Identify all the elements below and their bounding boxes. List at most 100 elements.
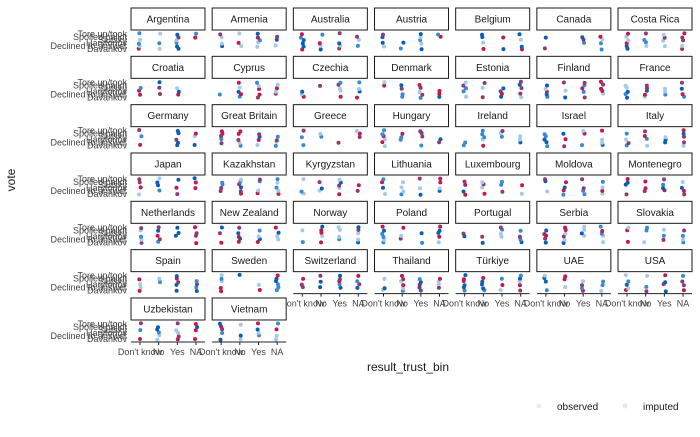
y-tick-label: Spoiled ballot — [73, 177, 128, 187]
data-point — [318, 83, 322, 88]
data-point — [276, 321, 280, 326]
data-point — [193, 328, 198, 333]
y-tick-label: Harytonov — [86, 38, 128, 48]
data-point — [438, 176, 443, 181]
data-point — [276, 285, 281, 290]
data-point — [219, 41, 224, 46]
data-point — [418, 95, 423, 100]
data-point — [298, 35, 303, 40]
data-point — [682, 31, 687, 36]
facet-label: Montenegro — [628, 159, 682, 170]
facet-points — [137, 274, 199, 293]
y-axis-title: vote — [4, 168, 18, 191]
data-point — [318, 279, 323, 284]
y-tick-label: Spoiled ballot — [73, 322, 128, 332]
y-tick-label: Davankov — [87, 334, 128, 344]
data-point — [237, 31, 242, 36]
data-point — [563, 95, 568, 100]
data-point — [601, 279, 606, 284]
data-point — [437, 140, 442, 145]
facet-strip — [292, 152, 368, 176]
data-point — [382, 44, 386, 49]
y-tick-label: Declined to answer — [50, 331, 127, 341]
facet-label: Norway — [313, 208, 347, 219]
data-point — [643, 31, 648, 36]
data-point — [661, 233, 666, 238]
data-point — [236, 80, 241, 85]
data-point — [337, 234, 341, 239]
facet-panel: Costa Rica — [617, 7, 693, 51]
data-point — [462, 288, 467, 293]
data-point — [217, 231, 222, 236]
data-point — [238, 337, 243, 342]
data-point — [256, 282, 261, 287]
data-point — [643, 186, 648, 191]
facet-strip — [211, 297, 287, 321]
data-point — [236, 40, 241, 45]
data-point — [401, 277, 406, 282]
facet-points — [299, 177, 361, 197]
data-point — [680, 47, 685, 51]
data-point — [518, 228, 523, 233]
data-point — [564, 180, 568, 185]
data-point — [274, 86, 279, 91]
data-point — [418, 288, 423, 293]
data-point — [437, 234, 442, 239]
data-point — [626, 31, 630, 36]
data-point — [355, 188, 360, 193]
data-point — [482, 191, 487, 196]
data-point — [354, 129, 359, 133]
data-point — [517, 32, 522, 37]
data-point — [382, 276, 387, 281]
data-point — [155, 233, 160, 238]
data-point — [256, 321, 260, 326]
data-point — [299, 189, 304, 194]
facet-strip — [130, 249, 206, 273]
data-point — [544, 288, 549, 293]
x-tick-label: Don't know — [524, 299, 569, 309]
facet-label: Netherlands — [141, 208, 195, 219]
data-point — [419, 143, 424, 148]
data-point — [482, 135, 487, 140]
data-point — [480, 185, 485, 190]
data-point — [299, 135, 304, 140]
data-point — [301, 44, 306, 49]
y-tick-label: Declined to answer — [50, 89, 127, 99]
data-point — [239, 44, 244, 48]
data-point — [598, 41, 603, 46]
data-point — [317, 180, 322, 185]
facet-strip — [536, 55, 612, 79]
data-point — [518, 273, 523, 278]
data-point — [542, 46, 547, 51]
data-point — [644, 289, 649, 294]
data-point — [563, 88, 568, 93]
data-point — [625, 239, 630, 244]
data-point — [580, 177, 585, 182]
data-point — [542, 232, 547, 237]
data-point — [624, 282, 629, 287]
facet-points — [461, 128, 523, 148]
data-point — [301, 177, 306, 182]
data-point — [356, 240, 361, 245]
data-point — [380, 40, 385, 45]
data-point — [598, 224, 603, 229]
data-point — [399, 135, 404, 140]
data-point — [138, 37, 142, 42]
data-point — [600, 128, 604, 133]
facet-points — [382, 80, 442, 100]
data-point — [136, 41, 141, 46]
data-point — [301, 276, 306, 281]
x-tick-label: No — [478, 299, 490, 309]
facet-label: Hungary — [393, 111, 431, 122]
data-point — [662, 44, 667, 49]
data-point — [581, 128, 586, 133]
y-tick-label: Davankov — [87, 44, 128, 54]
x-tick-label: Don't know — [361, 299, 406, 309]
x-axis-title: result_trust_bin — [367, 360, 449, 374]
data-point — [582, 227, 587, 232]
y-tick-label: Harytonov — [86, 135, 128, 145]
y-tick-label: Harytonov — [86, 328, 128, 338]
data-point — [299, 32, 304, 37]
